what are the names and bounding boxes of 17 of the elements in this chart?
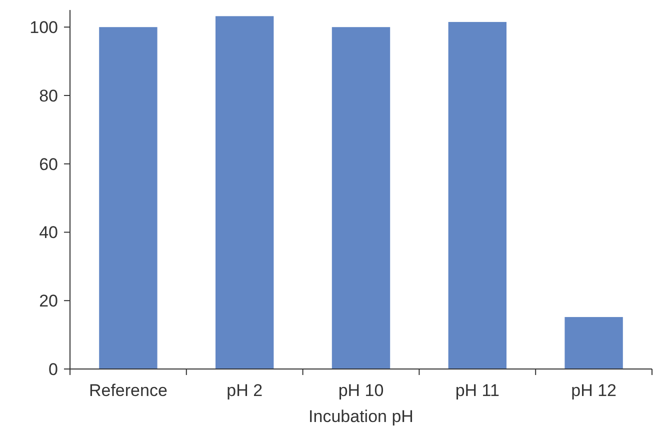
- bar: [99, 27, 158, 369]
- bar: [448, 22, 506, 369]
- x-tick-label: pH 11: [455, 381, 500, 400]
- y-tick-label: 20: [39, 292, 58, 311]
- x-tick-label: pH 10: [338, 381, 384, 400]
- x-tick-label: pH 12: [571, 381, 616, 400]
- x-tick-label: pH 2: [226, 381, 263, 400]
- bar: [332, 27, 390, 369]
- bar: [216, 16, 274, 369]
- x-tick-label: Reference: [88, 381, 168, 400]
- y-tick-label: 0: [48, 360, 58, 379]
- y-tick-label: 100: [30, 18, 58, 38]
- x-axis-title: Incubation pH: [308, 407, 414, 426]
- y-tick-label: 40: [39, 223, 58, 242]
- bar: [564, 317, 623, 369]
- y-tick-label: 80: [39, 86, 58, 106]
- y-tick-label: 60: [39, 154, 58, 174]
